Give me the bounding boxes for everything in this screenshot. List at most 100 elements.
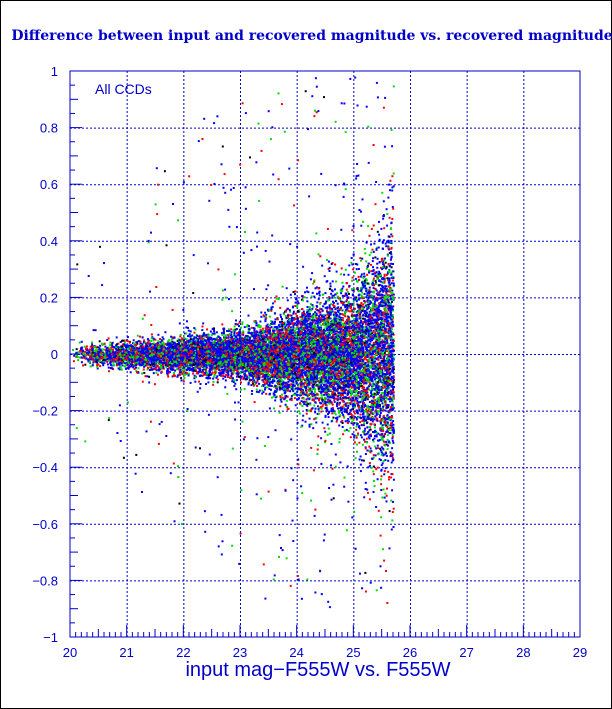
data-point [344,131,347,134]
data-point [386,404,389,406]
data-point [372,279,375,282]
data-point [390,417,393,420]
data-point [304,317,307,320]
data-point [314,109,316,112]
data-point [363,496,366,499]
data-point [295,332,298,335]
data-point [315,85,318,88]
data-point [326,316,329,319]
data-point [392,85,395,88]
data-point [250,326,253,329]
data-point [137,371,140,374]
data-point [175,351,178,354]
data-point [335,332,338,335]
data-point [380,289,383,292]
data-point [203,333,206,336]
data-point [344,325,347,328]
data-point [296,383,299,386]
data-point [358,458,361,461]
data-point [317,333,320,336]
data-point [354,385,356,388]
data-point [309,410,312,413]
data-point [347,301,350,304]
data-point [310,309,313,312]
data-point [228,369,231,372]
data-point [222,377,225,380]
data-point [193,377,196,380]
data-point [312,392,315,395]
data-point [354,416,356,419]
data-point [320,437,323,440]
data-point [326,306,329,309]
data-point [357,335,360,338]
data-point [327,268,330,270]
data-point [271,371,274,374]
data-point [357,416,360,419]
data-point [268,387,271,390]
data-point [366,488,369,491]
data-point [141,317,144,320]
data-point [305,389,307,392]
data-point [241,420,244,423]
data-point [301,424,304,427]
data-point [371,270,374,273]
data-point [94,329,97,332]
data-point [325,280,328,283]
data-point [334,120,337,123]
data-point [279,396,282,399]
data-point [262,359,265,362]
data-point [387,411,390,414]
data-point [305,393,308,396]
data-point [264,318,267,321]
data-point [352,300,355,303]
data-point [329,285,332,288]
data-point [150,337,153,340]
data-point [387,303,390,306]
data-point [340,379,342,382]
data-point [328,315,331,318]
data-point [370,319,372,322]
data-point [301,397,304,400]
data-point [308,310,311,313]
data-point [251,339,254,342]
data-point [230,371,233,374]
data-point [371,273,374,276]
data-point [290,322,293,325]
data-point [379,312,382,315]
data-point [319,313,322,316]
data-point [169,472,172,475]
data-point [372,383,375,386]
data-point [339,342,342,345]
data-point [84,363,87,366]
chart-title: Difference between input and recovered m… [11,28,612,44]
data-point [287,388,290,391]
data-point [335,324,338,327]
data-point [310,303,312,306]
data-point [133,368,136,370]
data-point [328,606,331,609]
data-point [199,447,201,450]
data-point [363,438,366,441]
data-point [386,438,389,441]
data-point [362,416,365,418]
data-point [180,340,183,343]
data-point [301,419,304,422]
data-point [311,95,314,98]
data-point [389,424,392,427]
data-point [248,376,251,379]
data-point [311,308,314,310]
data-point [343,416,346,419]
data-point [382,336,385,339]
data-point [354,307,356,310]
data-point [378,343,381,346]
data-point [189,381,192,384]
data-point [300,338,303,341]
data-point [269,378,271,381]
data-point [301,315,304,318]
data-point [371,326,374,329]
data-point [206,328,209,331]
data-point [248,329,251,332]
data-point [380,330,383,333]
data-point [374,435,376,438]
data-point [306,394,309,397]
